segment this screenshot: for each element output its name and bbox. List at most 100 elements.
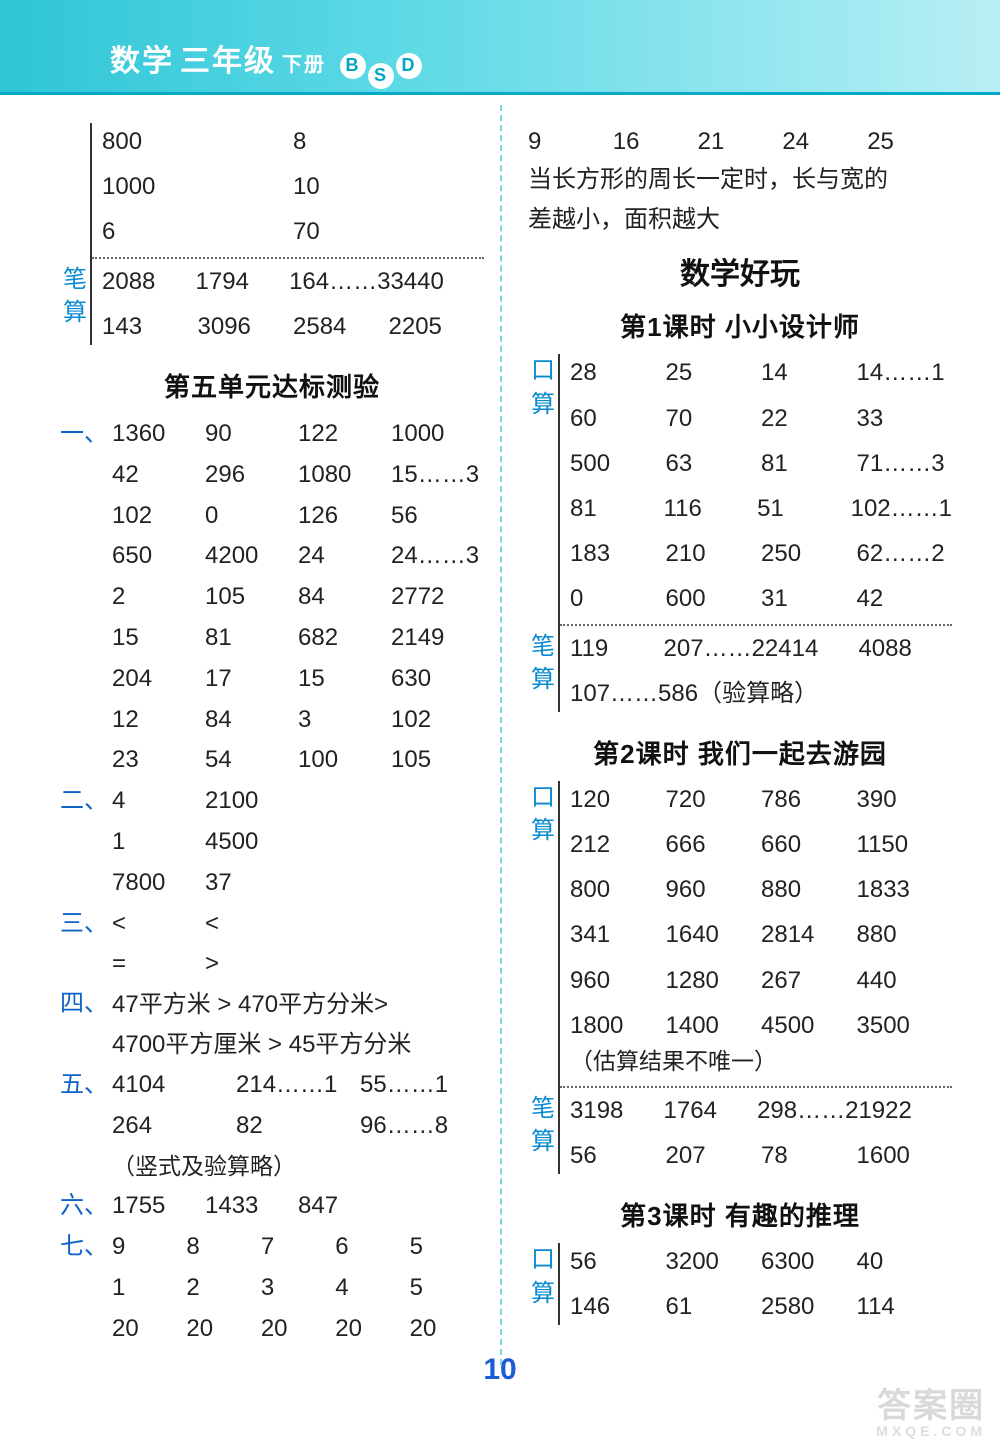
cell: 6 — [102, 213, 293, 250]
right-column: 916212425 当长方形的周长一定时，长与宽的 差越小，面积越大 数学好玩 … — [506, 123, 952, 1405]
l1-kou: 口 算 28251414……160702233500638171……381116… — [528, 354, 952, 629]
badge-s: S — [368, 63, 394, 89]
cell: 10 — [293, 168, 484, 205]
cell: 81 — [205, 618, 298, 659]
table-row: 2354100105 — [60, 740, 484, 781]
cell: 14 — [761, 354, 857, 391]
cell: 119 — [570, 630, 664, 667]
cell: 6300 — [761, 1243, 857, 1280]
table-row: 100010 — [102, 168, 484, 205]
cell: 7 — [261, 1227, 335, 1268]
cell: 14……1 — [857, 354, 953, 391]
cell: 1640 — [666, 916, 762, 953]
table-row: 12843102 — [60, 700, 484, 741]
pen-label: 笔 算 — [60, 263, 90, 345]
cell: 5 — [410, 1268, 484, 1309]
table-row: 102012656 — [60, 496, 484, 537]
table-row: 2126666601150 — [570, 826, 952, 863]
cell: 1600 — [857, 1137, 953, 1174]
q-label: 六、 — [60, 1186, 112, 1227]
cell: 0 — [205, 496, 298, 537]
q1: 一、136090122100042296108015……310201265665… — [60, 414, 484, 781]
cell: 51 — [757, 490, 851, 527]
cell: 1922 — [858, 1092, 952, 1129]
cell: 214……1 — [236, 1065, 360, 1106]
table-row: 1800140045003500 — [570, 1007, 952, 1044]
dash-sep — [560, 624, 952, 626]
cell: 210 — [666, 535, 762, 572]
cell: 78 — [761, 1137, 857, 1174]
cell: 2149 — [391, 618, 484, 659]
cell: 3200 — [666, 1243, 762, 1280]
cell: 341 — [570, 916, 666, 953]
cell: 81 — [761, 445, 857, 482]
cell: 56 — [391, 496, 484, 537]
table-row: 143309625842205 — [102, 308, 484, 345]
cell: 4104 — [112, 1065, 236, 1106]
cell: 847 — [298, 1186, 391, 1227]
cell: 1 — [112, 1268, 186, 1309]
q-label — [60, 740, 112, 781]
cell: 28 — [570, 354, 666, 391]
cell: 105 — [391, 740, 484, 781]
table-row: 780037 — [60, 863, 484, 904]
cell: 4 — [112, 781, 205, 822]
cell: 960 — [570, 962, 666, 999]
table-row: 563200630040 — [570, 1243, 952, 1280]
table-row: 670 — [102, 213, 484, 250]
cell: 3440 — [390, 263, 484, 300]
watermark: 答案圈 MXQE.COM — [876, 1389, 986, 1439]
cell: 1764 — [664, 1092, 758, 1129]
lesson2-title: 第2课时 我们一起去游园 — [528, 734, 952, 771]
header-grade: 三年级 — [180, 36, 276, 80]
cell: 24……3 — [391, 536, 484, 577]
badge-d: D — [396, 53, 422, 79]
cell: 1433 — [205, 1186, 298, 1227]
page-number: 10 — [483, 1353, 516, 1387]
cell: < — [205, 904, 298, 945]
cell: 116 — [664, 490, 758, 527]
cell: 122 — [298, 414, 391, 455]
cell: 56 — [570, 1243, 666, 1280]
cell: 1833 — [857, 871, 953, 908]
cell: 440 — [857, 962, 953, 999]
table-row: 18321025062……2 — [570, 535, 952, 572]
table-row: 60702233 — [570, 400, 952, 437]
cell: 33 — [857, 400, 953, 437]
cell: 207……2 — [664, 630, 765, 667]
table-row: 34116402814880 — [570, 916, 952, 953]
q4-row1: 四、 47平方米 > 470平方分米> — [60, 985, 484, 1025]
left-pen-block: 笔 算 20881794164……33440143309625842205 — [60, 263, 484, 345]
table-row: 9601280267440 — [570, 962, 952, 999]
blank-label — [60, 123, 90, 263]
table-row: 146612580114 — [570, 1288, 952, 1325]
table-row: 五、4104214……155……1 — [60, 1065, 484, 1106]
q-label — [60, 944, 112, 985]
cell: 105 — [205, 577, 298, 618]
cell: 2 — [186, 1268, 260, 1309]
cell: 17 — [205, 659, 298, 700]
table-row: 2105842772 — [60, 577, 484, 618]
q-label — [60, 863, 112, 904]
unit5-title: 第五单元达标测验 — [60, 367, 484, 404]
cell: 1080 — [298, 455, 391, 496]
cell: = — [112, 944, 205, 985]
l2-note: （估算结果不唯一） — [570, 1044, 952, 1080]
cell: 20 — [335, 1309, 409, 1350]
q-label: 五、 — [60, 1065, 112, 1106]
table-row: 8008 — [102, 123, 484, 160]
l2-pen: 笔 算 31981764298……2192256207781600 — [528, 1092, 952, 1174]
table-row: 六、17551433847 — [60, 1186, 484, 1227]
cell: 56 — [570, 1137, 666, 1174]
table-row: 一、1360901221000 — [60, 414, 484, 455]
cell: 3 — [298, 700, 391, 741]
table-row: 2020202020 — [60, 1309, 484, 1350]
cell: 4500 — [205, 822, 298, 863]
cell: 1 — [112, 822, 205, 863]
cell: 4500 — [761, 1007, 857, 1044]
cell: 143 — [102, 308, 198, 345]
cell: 2814 — [761, 916, 857, 953]
cell: 1794 — [196, 263, 290, 300]
cell: 2 — [112, 577, 205, 618]
q2: 二、4210014500780037 — [60, 781, 484, 903]
